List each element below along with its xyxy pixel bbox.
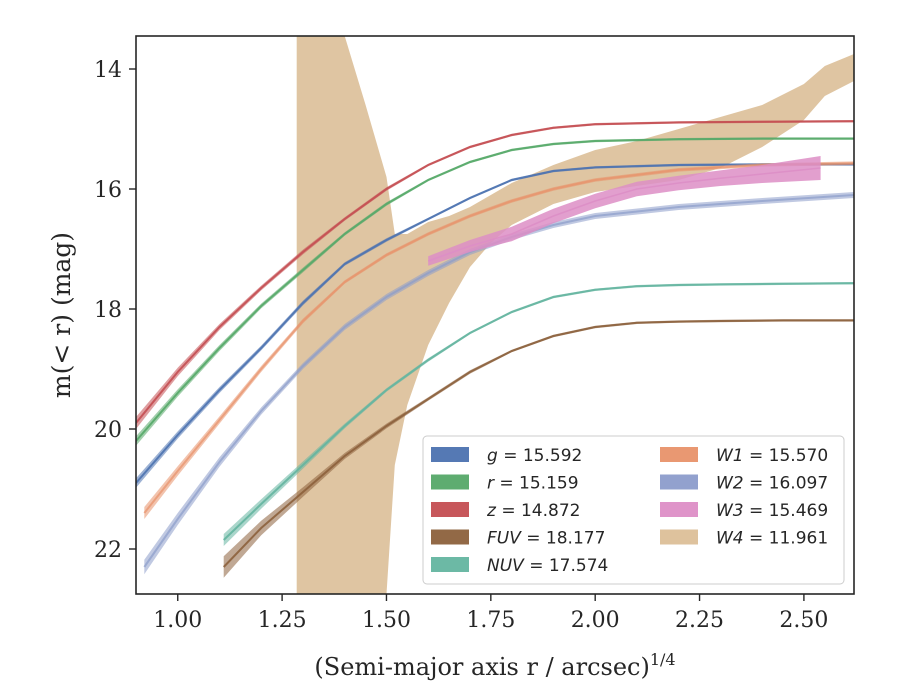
legend-label: W4 = 11.961 <box>716 529 828 549</box>
x-tick-label: 1.25 <box>258 608 307 633</box>
series-w4-band <box>296 36 854 594</box>
legend-swatch <box>660 529 698 545</box>
series-w3-line <box>427 167 821 262</box>
y-axis-label: m(< r) (mag) <box>47 232 76 398</box>
legend-label: g = 15.592 <box>487 446 582 466</box>
x-tick-label: 1.50 <box>362 608 411 633</box>
legend-item-r: r = 15.159 <box>431 474 579 494</box>
legend-swatch <box>660 502 698 517</box>
legend-item-w2: W2 = 16.097 <box>660 474 828 494</box>
series-w1-line <box>143 162 854 514</box>
x-axis-label: (Semi-major axis r / arcsec)1/4 <box>314 650 675 681</box>
y-tick-label: 16 <box>94 178 122 203</box>
series-w2-line <box>143 194 854 568</box>
y-axis: 14 16 18 20 22 <box>94 58 136 563</box>
legend-item-z: z = 14.872 <box>431 501 580 521</box>
legend-box <box>422 435 845 585</box>
legend-item-w3: W3 = 15.469 <box>660 501 828 521</box>
series-r-line <box>136 137 854 442</box>
legend-label: r = 15.159 <box>487 474 579 494</box>
series-fuv-line <box>222 319 854 568</box>
legend-label: NUV = 17.574 <box>487 556 608 576</box>
x-tick-label: 1.75 <box>466 608 515 633</box>
legend-item-w1: W1 = 15.570 <box>660 446 828 466</box>
x-tick-label: 2.25 <box>675 608 724 633</box>
legend-item-nuv: NUV = 17.574 <box>431 556 608 576</box>
legend-swatch <box>431 502 469 517</box>
legend-swatch <box>660 447 698 462</box>
y-tick-label: 22 <box>94 538 122 563</box>
x-tick-label: 2.00 <box>571 608 620 633</box>
legend-label: FUV = 18.177 <box>487 529 605 549</box>
legend-item-g: g = 15.592 <box>431 446 582 466</box>
x-tick-label: 1.00 <box>153 608 202 633</box>
y-tick-label: 18 <box>94 298 122 323</box>
series-w3-band <box>428 156 821 266</box>
series-r-band <box>136 137 854 446</box>
x-axis: 1.00 1.25 1.50 1.75 2.00 2.25 2.50 <box>153 594 828 633</box>
legend-swatch <box>431 447 469 462</box>
legend-item-w4: W4 = 11.961 <box>660 529 828 549</box>
x-tick-label: 2.50 <box>779 608 828 633</box>
series-layer <box>136 36 854 594</box>
legend-swatch <box>431 557 469 572</box>
series-g-line <box>136 163 854 484</box>
plot-frame <box>135 35 855 595</box>
y-tick-label: 20 <box>94 418 122 443</box>
legend-label: W1 = 15.570 <box>716 446 828 466</box>
legend: g = 15.592 r = 15.159 z = 14.872 FUV = 18.1… <box>422 435 845 585</box>
y-tick-label: 14 <box>94 58 122 83</box>
legend-label: W2 = 16.097 <box>716 474 828 494</box>
series-nuv-line <box>223 282 854 541</box>
legend-swatch <box>431 529 469 545</box>
legend-swatch <box>660 474 698 490</box>
series-z-line <box>136 120 854 424</box>
legend-label: z = 14.872 <box>486 501 580 521</box>
legend-label: W3 = 15.469 <box>716 501 828 521</box>
series-z-band <box>136 120 854 429</box>
legend-swatch <box>431 474 469 490</box>
legend-item-fuv: FUV = 18.177 <box>431 529 605 549</box>
